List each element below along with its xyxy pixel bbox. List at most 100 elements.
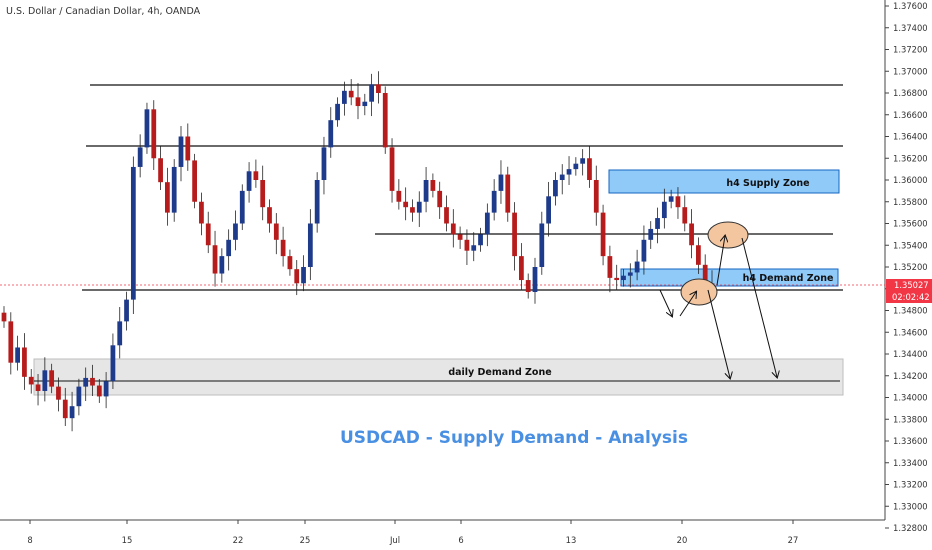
candle-bull — [321, 147, 327, 180]
price-tick-label: 1.33200 — [893, 480, 928, 490]
candle-bear — [437, 190, 443, 208]
price-tick-label: 1.36400 — [893, 132, 928, 142]
candle-bear — [444, 207, 449, 224]
candle-bear — [267, 207, 272, 224]
candle-bull — [634, 261, 640, 273]
arrow-up-2 — [716, 236, 725, 286]
arrow-up-1 — [679, 292, 696, 317]
candle-bull — [76, 386, 82, 407]
price-tick-label: 1.34800 — [893, 306, 928, 316]
price-tick-label: 1.34000 — [893, 393, 928, 403]
candle-bear — [450, 223, 456, 235]
candle-bear — [273, 223, 279, 240]
candle-bear — [35, 384, 41, 391]
candle-bear — [600, 212, 606, 257]
analysis-title: USDCAD - Supply Demand - Analysis — [340, 428, 688, 448]
candle-bull — [239, 190, 245, 224]
candle-bear — [525, 280, 531, 293]
candle-bull — [335, 103, 340, 121]
candle-bull — [539, 223, 545, 267]
price-tick-label: 1.35800 — [893, 197, 928, 207]
candle-bear — [199, 201, 204, 224]
candle-bear — [205, 223, 211, 246]
candle-bull — [69, 406, 75, 419]
price-tick-label: 1.37400 — [893, 23, 928, 33]
candle-bull — [171, 166, 177, 213]
candle-bear — [90, 377, 95, 386]
candle-bull — [621, 275, 626, 281]
candle-bear — [280, 239, 286, 257]
candle-bear — [587, 158, 592, 180]
candle-bear — [382, 93, 388, 148]
candle-bull — [137, 147, 143, 167]
candle-bull — [328, 120, 334, 148]
candle-bull — [491, 190, 497, 213]
time-tick-label: Jul — [389, 535, 400, 545]
candle-bear — [56, 386, 61, 400]
time-tick-label: 20 — [677, 535, 688, 545]
candle-bear — [376, 84, 381, 93]
price-tick-label: 1.36200 — [893, 153, 928, 163]
price-tick-label: 1.34400 — [893, 349, 928, 359]
candle-bull — [655, 218, 660, 229]
price-tick-label: 1.34200 — [893, 371, 928, 381]
candle-bull — [580, 158, 586, 164]
time-tick-label: 8 — [27, 535, 32, 545]
price-tick-label: 1.33800 — [893, 414, 928, 424]
candle-bear — [212, 245, 218, 274]
candle-bull — [42, 370, 48, 391]
countdown-text: 02:02:42 — [892, 292, 930, 302]
candle-bear — [410, 207, 415, 213]
price-tick-label: 1.36800 — [893, 88, 928, 98]
candle-bear — [1, 312, 7, 322]
h4-supply-zone-label: h4 Supply Zone — [726, 178, 809, 189]
candle-bull — [566, 169, 572, 175]
candle-bull — [559, 174, 565, 180]
candle-bear — [689, 223, 694, 246]
candle-bear — [682, 207, 688, 224]
time-tick-label: 27 — [788, 535, 799, 545]
h4-demand-zone — [620, 268, 839, 287]
candles-group — [1, 71, 715, 432]
countdown-badge — [886, 291, 932, 303]
candle-bear — [607, 256, 613, 278]
candle-bull — [144, 109, 150, 148]
price-tick-label: 1.33000 — [893, 501, 928, 511]
daily-demand-zone — [33, 358, 844, 396]
price-tick-label: 1.37600 — [893, 1, 928, 11]
candle-bear — [355, 97, 361, 107]
candle-bear — [457, 234, 463, 240]
candle-bull — [314, 180, 320, 224]
arrow-down-2 — [707, 289, 730, 378]
candle-bull — [369, 84, 374, 102]
candle-bull — [416, 201, 422, 213]
candle-bull — [362, 101, 368, 107]
candle-bear — [403, 201, 409, 208]
price-tick-label: 1.33600 — [893, 436, 928, 446]
candle-bull — [661, 201, 667, 219]
time-tick-label: 6 — [458, 535, 463, 545]
price-tick-label: 1.35400 — [893, 240, 928, 250]
h4-supply-zone — [608, 169, 840, 194]
candle-bear — [8, 321, 14, 363]
candle-bull — [226, 239, 232, 257]
candle-bull — [301, 267, 306, 284]
candle-bear — [389, 147, 395, 191]
candle-bear — [348, 90, 354, 98]
time-tick-label: 13 — [566, 535, 577, 545]
candle-bear — [192, 160, 197, 202]
candle-bear — [151, 109, 157, 159]
candle-bull — [307, 223, 313, 267]
candle-bull — [471, 245, 477, 251]
candle-bear — [593, 180, 599, 213]
candle-bull — [178, 136, 184, 167]
candle-bull — [553, 180, 558, 197]
price-tick-label: 1.37000 — [893, 66, 928, 76]
candle-bear — [28, 376, 34, 385]
candle-bear — [49, 370, 55, 387]
candle-bull — [478, 234, 483, 246]
candle-bear — [22, 347, 27, 377]
time-tick-label: 22 — [233, 535, 244, 545]
price-ticks: 1.37600 1.37400 1.37200 1.37000 1.36800 1.366… — [885, 1, 928, 533]
current-price-badge — [886, 279, 932, 291]
